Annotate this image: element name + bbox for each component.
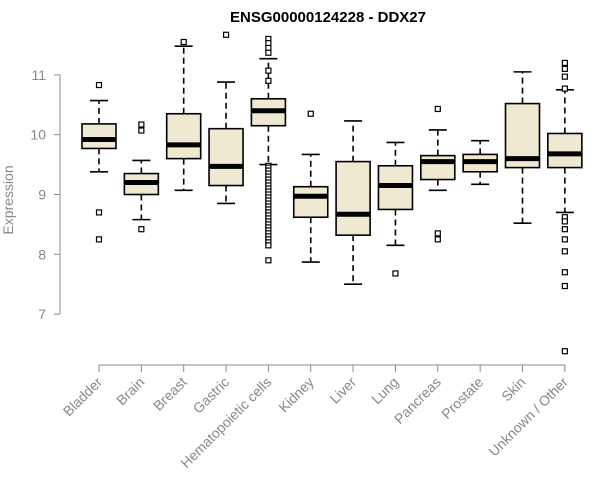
outlier-point: [95, 236, 103, 243]
chart-title: ENSG00000124228 - DDX27: [230, 9, 426, 26]
outlier-point: [561, 248, 568, 255]
box-liver: [335, 120, 371, 286]
y-tick-label-11: 11: [31, 67, 46, 83]
outlier-point: [307, 110, 314, 117]
outlier-point: [138, 127, 145, 134]
box-iqr: [292, 185, 329, 219]
outlier-point: [265, 257, 272, 264]
outlier-point: [95, 209, 103, 216]
outlier-point: [265, 49, 272, 56]
outlier-point: [95, 81, 103, 89]
outlier-point: [561, 65, 568, 72]
outlier-point: [561, 348, 568, 355]
box-lung: [377, 141, 414, 277]
box-prostate: [462, 139, 498, 186]
x-tick-label-liver: Liver: [326, 374, 359, 407]
outlier-point: [265, 77, 272, 84]
x-tick-label-prostate: Prostate: [438, 374, 486, 422]
outlier-point: [265, 242, 272, 249]
y-tick-label-10: 10: [30, 127, 46, 143]
y-axis: 7 8 9 10 11: [30, 67, 61, 322]
outlier-point: [561, 218, 568, 225]
box-iqr: [165, 112, 202, 160]
outlier-point: [434, 105, 441, 113]
box-breast: [165, 38, 202, 192]
x-tick-label-bladder: Bladder: [60, 374, 106, 420]
box-gastric: [208, 31, 244, 205]
outlier-point: [561, 73, 568, 80]
outlier-point: [561, 59, 568, 66]
outlier-point: [561, 282, 568, 290]
outlier-point: [434, 230, 441, 237]
outlier-point: [561, 85, 568, 92]
box-iqr: [208, 127, 244, 187]
outlier-point: [222, 31, 230, 38]
outlier-point: [561, 226, 568, 233]
box-unknown-other: [547, 59, 583, 355]
y-tick-label-9: 9: [38, 186, 46, 202]
y-tick-label-7: 7: [38, 306, 46, 322]
outlier-point: [392, 270, 399, 277]
x-tick-label-skin: Skin: [498, 374, 529, 405]
outlier-point: [434, 236, 441, 243]
box-pancreas: [419, 105, 456, 243]
box-iqr: [81, 123, 117, 150]
y-axis-label: Expression: [0, 165, 16, 234]
box-bladder: [81, 81, 117, 243]
box-kidney: [292, 110, 329, 263]
box-hematopoietic-cells: [250, 35, 287, 264]
box-iqr: [547, 132, 583, 169]
y-tick-label-8: 8: [38, 246, 46, 262]
box-brain: [123, 121, 160, 233]
box-skin: [504, 71, 541, 225]
outlier-point: [138, 121, 145, 128]
outlier-point: [265, 67, 272, 74]
x-tick-label-lung: Lung: [368, 374, 401, 407]
x-tick-label-brain: Brain: [113, 374, 147, 408]
x-tick-label-unknown-other: Unknown / Other: [485, 374, 571, 460]
x-tick-label-pancreas: Pancreas: [391, 374, 444, 427]
outlier-point: [561, 269, 568, 276]
box-iqr: [335, 160, 371, 236]
boxes: [81, 31, 583, 355]
x-tick-label-kidney: Kidney: [275, 374, 317, 416]
outlier-point: [180, 38, 187, 46]
outlier-point: [561, 236, 568, 243]
x-tick-label-breast: Breast: [150, 374, 190, 414]
outlier-point: [138, 226, 145, 233]
